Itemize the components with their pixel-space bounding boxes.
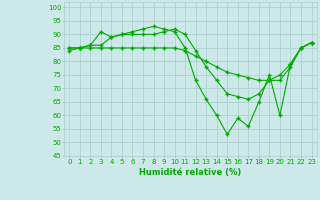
X-axis label: Humidité relative (%): Humidité relative (%) <box>139 168 242 177</box>
